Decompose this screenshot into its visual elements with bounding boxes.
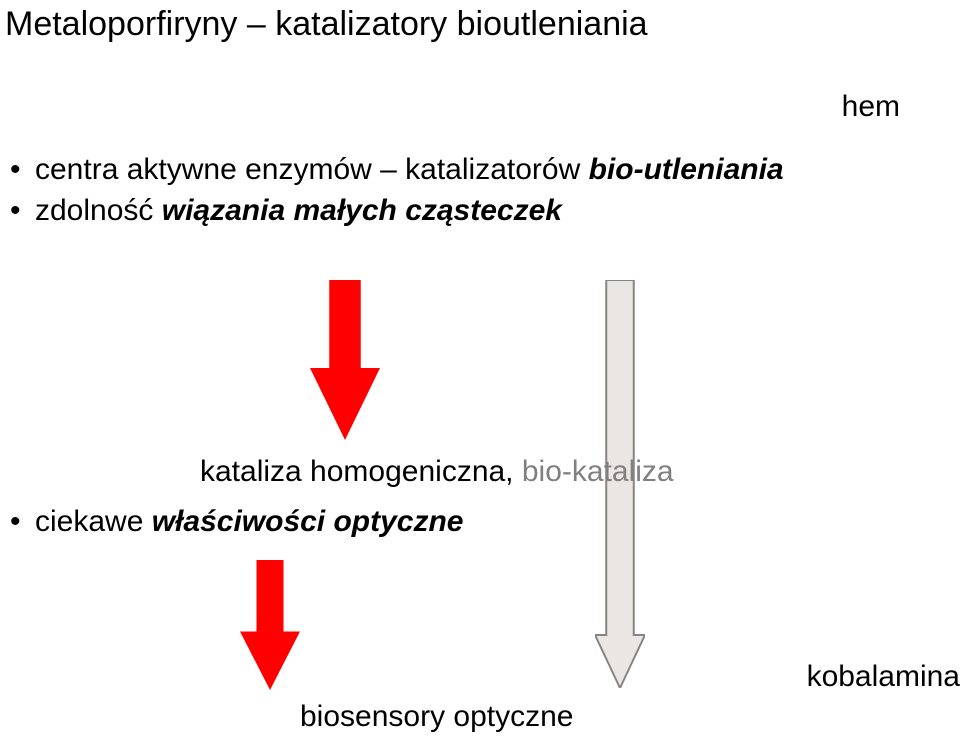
arrow-down-red-1-icon: [310, 280, 380, 440]
bullet-2-text: zdolność: [35, 194, 162, 227]
slide-canvas: Metaloporfiryny – katalizatory bioutleni…: [0, 0, 960, 746]
bullet-2: zdolność wiązania małych cząsteczek: [5, 191, 885, 232]
kataliza-line: kataliza homogeniczna, bio-kataliza: [200, 455, 674, 489]
hem-label: hem: [842, 90, 900, 124]
bullet-3-emph: właściwości optyczne: [152, 505, 464, 538]
slide-title: Metaloporfiryny – katalizatory bioutleni…: [5, 5, 648, 44]
biosensory-label: biosensory optyczne: [300, 700, 574, 734]
bullet-2-emph: wiązania małych cząsteczek: [162, 194, 562, 227]
bullet-list: centra aktywne enzymów – katalizatorów b…: [5, 150, 885, 231]
bullet-1-text: centra aktywne enzymów – katalizatorów: [35, 153, 589, 186]
bullet-3: ciekawe właściwości optyczne: [5, 505, 464, 539]
kataliza-prefix: kataliza homogeniczna,: [200, 455, 522, 488]
bullet-3-text: ciekawe: [35, 505, 152, 538]
kobalamina-label: kobalamina: [807, 660, 960, 694]
bullet-1-emph: bio-utleniania: [589, 153, 784, 186]
kataliza-bio: bio-kataliza: [522, 455, 674, 488]
bullet-1: centra aktywne enzymów – katalizatorów b…: [5, 150, 885, 191]
arrow-down-red-2-icon: [240, 560, 300, 690]
